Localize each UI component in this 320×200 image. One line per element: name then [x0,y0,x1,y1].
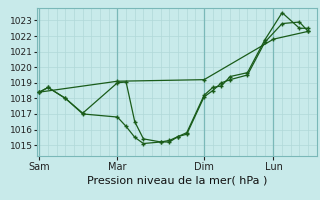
X-axis label: Pression niveau de la mer( hPa ): Pression niveau de la mer( hPa ) [87,176,267,186]
